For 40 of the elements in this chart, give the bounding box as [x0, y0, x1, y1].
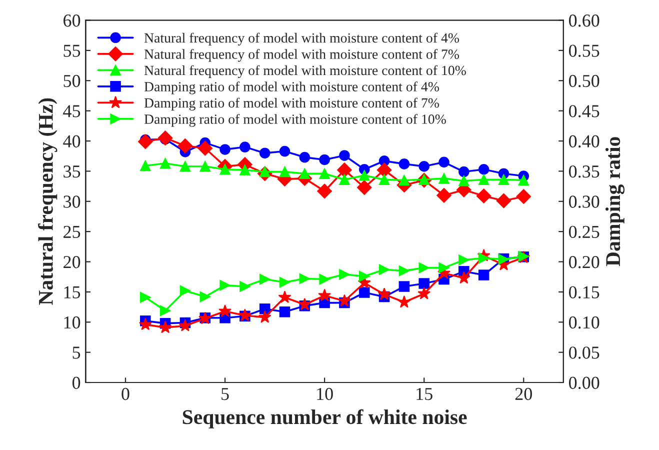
y2-tick-label: 0.45 — [568, 105, 600, 118]
y-tick-label: 45 — [63, 105, 80, 118]
x-tick-label: 20 — [515, 388, 532, 400]
y-tick-label: 40 — [63, 135, 80, 148]
legend-label: Natural frequency of model with moisture content of 4% — [144, 32, 460, 46]
y2-tick-label: 0.35 — [568, 165, 600, 178]
y-tick-label: 0 — [72, 376, 80, 389]
legend-label: Natural frequency of model with moisture content of 10% — [144, 65, 466, 78]
y-tick-label: 30 — [64, 196, 80, 208]
y2-tick-label: 0.10 — [568, 316, 600, 329]
y2-tick-label: 0.60 — [568, 14, 600, 27]
y-tick-label: 35 — [64, 165, 80, 178]
y2-tick-label: 0.50 — [568, 74, 600, 88]
x-tick-label: 0 — [122, 388, 130, 400]
y2-tick-label: 0.30 — [568, 196, 600, 208]
y-tick-label: 55 — [64, 44, 80, 57]
y2-tick-label: 0.55 — [568, 44, 600, 57]
y2-tick-label: 0.20 — [568, 256, 600, 268]
legend-label: Natural frequency of model with moisture content of 7% — [144, 49, 460, 62]
y2-tick-label: 0.05 — [568, 346, 600, 359]
y-tick-label: 20 — [64, 256, 80, 268]
x-axis-title: Sequence number of white noise — [182, 409, 467, 428]
y-tick-label: 25 — [64, 226, 80, 238]
y2-tick-label: 0.00 — [568, 376, 600, 390]
y2-tick-label: 0.15 — [568, 286, 600, 298]
y-tick-label: 5 — [72, 346, 80, 359]
x-tick-label: 5 — [222, 388, 229, 400]
y-axis-title: Natural frequency (Hz) — [38, 98, 58, 305]
y-tick-label: 60 — [64, 14, 80, 27]
y2-tick-label: 0.40 — [568, 135, 600, 148]
y2-tick-label: 0.25 — [568, 226, 600, 238]
y2-axis-title: Damping ratio — [605, 137, 625, 266]
x-tick-label: 10 — [317, 388, 333, 400]
x-tick-label: 15 — [416, 388, 432, 400]
legend-label: Damping ratio of model with moisture content of 10% — [144, 114, 446, 127]
y-tick-label: 50 — [64, 74, 80, 88]
legend-label: Damping ratio of model with moisture content of 4% — [144, 81, 439, 94]
y-tick-label: 10 — [64, 316, 80, 329]
y-tick-label: 15 — [64, 286, 80, 298]
legend-label: Damping ratio of model with moisture content of 7% — [144, 98, 439, 111]
